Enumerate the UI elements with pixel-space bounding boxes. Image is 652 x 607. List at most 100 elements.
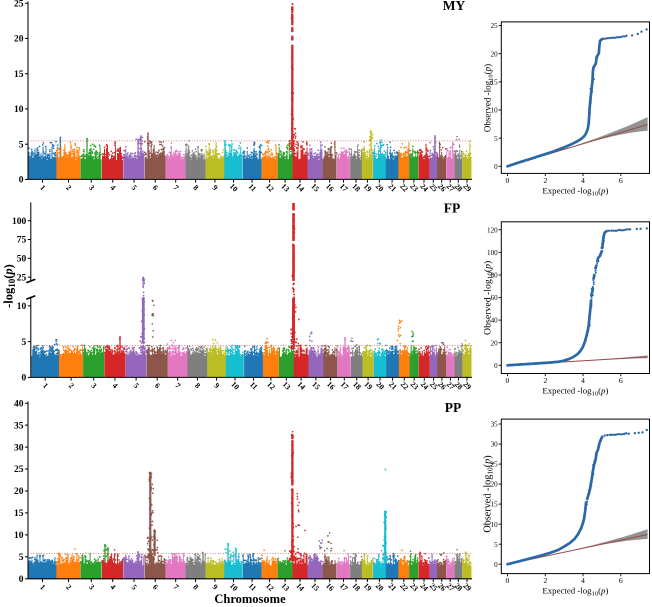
svg-text:25: 25 — [428, 182, 440, 194]
svg-text:0: 0 — [19, 575, 24, 585]
svg-text:13: 13 — [279, 581, 291, 593]
svg-text:23: 23 — [409, 380, 421, 392]
svg-text:15: 15 — [14, 70, 24, 80]
svg-text:100: 100 — [487, 249, 498, 257]
svg-text:15: 15 — [309, 581, 321, 593]
svg-text:11: 11 — [247, 182, 259, 194]
svg-text:25: 25 — [491, 22, 499, 30]
svg-text:0: 0 — [494, 163, 498, 171]
svg-text:30: 30 — [491, 441, 499, 449]
svg-text:20: 20 — [491, 50, 499, 58]
svg-text:0: 0 — [506, 376, 510, 385]
svg-text:21: 21 — [387, 380, 399, 392]
svg-text:10: 10 — [228, 182, 240, 194]
svg-text:2: 2 — [64, 183, 73, 192]
svg-text:5: 5 — [494, 541, 498, 549]
svg-text:2: 2 — [543, 376, 547, 385]
svg-text:22: 22 — [398, 182, 410, 194]
svg-text:26: 26 — [436, 581, 448, 593]
svg-text:28: 28 — [453, 380, 465, 392]
svg-text:1: 1 — [38, 582, 47, 591]
svg-text:20: 20 — [374, 182, 386, 194]
svg-text:Chromosome: Chromosome — [214, 592, 286, 606]
svg-text:29: 29 — [461, 182, 473, 194]
svg-text:20: 20 — [491, 481, 499, 489]
svg-text:40: 40 — [491, 317, 499, 325]
svg-text:6: 6 — [151, 183, 160, 192]
svg-text:100: 100 — [12, 217, 27, 227]
svg-text:15: 15 — [310, 380, 322, 392]
svg-text:4: 4 — [581, 376, 585, 385]
svg-text:6: 6 — [619, 176, 623, 185]
svg-text:35: 35 — [491, 421, 499, 429]
svg-text:6: 6 — [151, 582, 160, 591]
svg-text:27: 27 — [445, 182, 457, 194]
svg-text:4: 4 — [108, 582, 117, 591]
svg-text:50: 50 — [17, 255, 27, 265]
svg-text:23: 23 — [408, 581, 420, 593]
svg-text:14: 14 — [294, 581, 306, 593]
svg-text:1: 1 — [38, 183, 47, 192]
svg-text:22: 22 — [399, 380, 411, 392]
svg-text:5: 5 — [130, 582, 139, 591]
svg-text:8: 8 — [193, 381, 202, 390]
svg-text:28: 28 — [453, 581, 465, 593]
svg-text:11: 11 — [248, 380, 260, 392]
svg-text:4: 4 — [581, 576, 585, 585]
svg-text:120: 120 — [487, 226, 498, 234]
svg-text:3: 3 — [87, 582, 96, 591]
svg-text:Observed -log10(p): Observed -log10(p) — [482, 455, 494, 532]
svg-text:13: 13 — [281, 380, 293, 392]
svg-text:13: 13 — [279, 182, 291, 194]
svg-text:29: 29 — [461, 581, 473, 593]
svg-text:0: 0 — [494, 561, 498, 569]
svg-text:-log10(p): -log10(p) — [2, 264, 18, 308]
svg-text:27: 27 — [445, 380, 457, 392]
svg-text:26: 26 — [436, 182, 448, 194]
svg-text:19: 19 — [362, 182, 374, 194]
svg-text:4: 4 — [108, 183, 117, 192]
svg-text:5: 5 — [19, 553, 24, 563]
svg-text:10: 10 — [491, 107, 499, 115]
svg-text:20: 20 — [14, 35, 24, 45]
svg-text:75: 75 — [17, 236, 27, 246]
svg-text:10: 10 — [14, 531, 24, 541]
svg-text:15: 15 — [491, 79, 499, 87]
svg-text:17: 17 — [339, 380, 351, 392]
svg-text:4: 4 — [111, 381, 120, 390]
svg-text:20: 20 — [14, 487, 24, 497]
svg-text:25: 25 — [17, 273, 27, 283]
svg-text:20: 20 — [374, 581, 386, 593]
svg-text:22: 22 — [398, 581, 410, 593]
svg-text:Observed -log10(p): Observed -log10(p) — [482, 261, 494, 335]
svg-text:0: 0 — [506, 576, 510, 585]
svg-text:23: 23 — [408, 182, 420, 194]
svg-text:18: 18 — [350, 182, 362, 194]
svg-text:0: 0 — [22, 374, 27, 384]
svg-text:35: 35 — [14, 421, 24, 431]
svg-text:11: 11 — [247, 581, 259, 593]
svg-text:18: 18 — [351, 380, 363, 392]
svg-text:5: 5 — [19, 140, 24, 150]
svg-text:10: 10 — [229, 380, 241, 392]
svg-text:15: 15 — [491, 501, 499, 509]
svg-text:10: 10 — [14, 105, 24, 115]
svg-text:10: 10 — [491, 521, 499, 529]
svg-text:Observed -log10(p): Observed -log10(p) — [482, 64, 494, 132]
svg-text:25: 25 — [491, 461, 499, 469]
svg-text:14: 14 — [294, 182, 306, 194]
svg-text:5: 5 — [132, 381, 141, 390]
svg-text:16: 16 — [325, 380, 337, 392]
svg-text:9: 9 — [211, 183, 220, 192]
svg-text:4: 4 — [581, 176, 585, 185]
svg-text:20: 20 — [491, 339, 499, 347]
svg-text:15: 15 — [14, 509, 24, 519]
svg-text:8: 8 — [191, 183, 200, 192]
svg-text:12: 12 — [264, 581, 276, 593]
svg-text:PP: PP — [445, 400, 462, 415]
svg-text:25: 25 — [428, 581, 440, 593]
svg-text:1: 1 — [41, 381, 50, 390]
svg-text:MY: MY — [443, 0, 466, 13]
svg-text:24: 24 — [418, 182, 430, 194]
svg-text:30: 30 — [14, 443, 24, 453]
